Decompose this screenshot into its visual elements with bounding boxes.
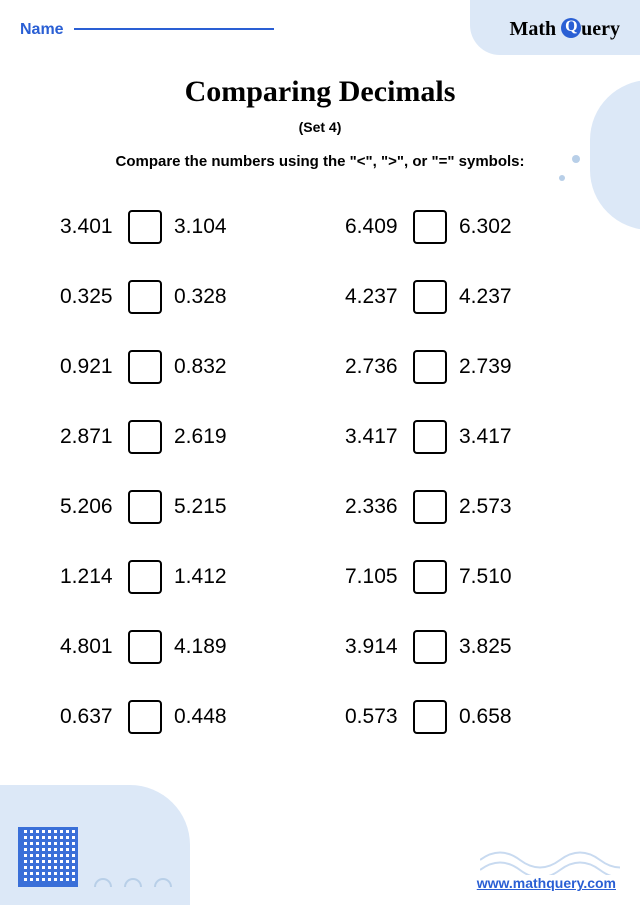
operand-left: 0.325 <box>60 285 116 309</box>
problem: 0.921 0.832 <box>60 350 295 384</box>
operand-right: 3.825 <box>459 635 515 659</box>
operand-left: 4.801 <box>60 635 116 659</box>
answer-box[interactable] <box>128 420 162 454</box>
qr-code <box>18 827 78 887</box>
operand-right: 4.189 <box>174 635 230 659</box>
operand-left: 0.637 <box>60 705 116 729</box>
problem: 1.214 1.412 <box>60 560 295 594</box>
problem: 2.336 2.573 <box>345 490 580 524</box>
brand-q-icon <box>561 18 581 38</box>
operand-right: 6.302 <box>459 215 515 239</box>
answer-box[interactable] <box>128 700 162 734</box>
answer-box[interactable] <box>413 560 447 594</box>
page-title: Comparing Decimals <box>0 75 640 109</box>
problem: 0.637 0.448 <box>60 700 295 734</box>
answer-box[interactable] <box>128 630 162 664</box>
name-field: Name <box>20 21 274 39</box>
website-link[interactable]: www.mathquery.com <box>477 875 616 891</box>
problem: 2.871 2.619 <box>60 420 295 454</box>
answer-box[interactable] <box>413 630 447 664</box>
operand-right: 0.448 <box>174 705 230 729</box>
operand-left: 3.401 <box>60 215 116 239</box>
answer-box[interactable] <box>128 280 162 314</box>
title-block: Comparing Decimals (Set 4) Compare the n… <box>0 75 640 170</box>
operand-left: 3.417 <box>345 425 401 449</box>
decor-wave-bottom-right <box>480 845 620 875</box>
qr-code-icon <box>18 827 78 887</box>
operand-left: 5.206 <box>60 495 116 519</box>
problem: 6.409 6.302 <box>345 210 580 244</box>
operand-left: 2.871 <box>60 425 116 449</box>
instructions: Compare the numbers using the "<", ">", … <box>0 153 640 170</box>
header: Name Math uery <box>20 18 620 41</box>
operand-right: 2.739 <box>459 355 515 379</box>
operand-right: 0.328 <box>174 285 230 309</box>
brand-logo: Math uery <box>509 18 620 41</box>
operand-left: 2.736 <box>345 355 401 379</box>
problem: 0.573 0.658 <box>345 700 580 734</box>
operand-right: 1.412 <box>174 565 230 589</box>
operand-left: 3.914 <box>345 635 401 659</box>
brand-text-suffix: uery <box>581 18 620 40</box>
problem: 7.105 7.510 <box>345 560 580 594</box>
page-subtitle: (Set 4) <box>0 119 640 135</box>
answer-box[interactable] <box>128 350 162 384</box>
problem: 4.801 4.189 <box>60 630 295 664</box>
answer-box[interactable] <box>128 560 162 594</box>
operand-right: 3.104 <box>174 215 230 239</box>
operand-left: 7.105 <box>345 565 401 589</box>
problem: 2.736 2.739 <box>345 350 580 384</box>
problem: 3.401 3.104 <box>60 210 295 244</box>
problem: 3.417 3.417 <box>345 420 580 454</box>
decor-swirl-bottom-left <box>90 867 190 897</box>
answer-box[interactable] <box>128 490 162 524</box>
operand-left: 2.336 <box>345 495 401 519</box>
operand-right: 0.658 <box>459 705 515 729</box>
operand-right: 4.237 <box>459 285 515 309</box>
problem: 4.237 4.237 <box>345 280 580 314</box>
operand-right: 7.510 <box>459 565 515 589</box>
problem: 3.914 3.825 <box>345 630 580 664</box>
answer-box[interactable] <box>413 350 447 384</box>
operand-left: 0.573 <box>345 705 401 729</box>
operand-right: 2.619 <box>174 425 230 449</box>
name-blank-line[interactable] <box>74 28 274 30</box>
operand-right: 0.832 <box>174 355 230 379</box>
operand-left: 6.409 <box>345 215 401 239</box>
operand-left: 0.921 <box>60 355 116 379</box>
answer-box[interactable] <box>413 490 447 524</box>
answer-box[interactable] <box>413 280 447 314</box>
problem: 0.325 0.328 <box>60 280 295 314</box>
operand-right: 3.417 <box>459 425 515 449</box>
operand-right: 2.573 <box>459 495 515 519</box>
brand-text-prefix: Math <box>509 18 561 40</box>
operand-right: 5.215 <box>174 495 230 519</box>
answer-box[interactable] <box>413 700 447 734</box>
answer-box[interactable] <box>413 420 447 454</box>
problems-grid: 3.4013.1046.4096.3020.3250.3284.2374.237… <box>60 210 580 734</box>
answer-box[interactable] <box>128 210 162 244</box>
name-label: Name <box>20 21 64 38</box>
operand-left: 1.214 <box>60 565 116 589</box>
answer-box[interactable] <box>413 210 447 244</box>
problem: 5.206 5.215 <box>60 490 295 524</box>
decor-dot <box>559 175 565 181</box>
operand-left: 4.237 <box>345 285 401 309</box>
